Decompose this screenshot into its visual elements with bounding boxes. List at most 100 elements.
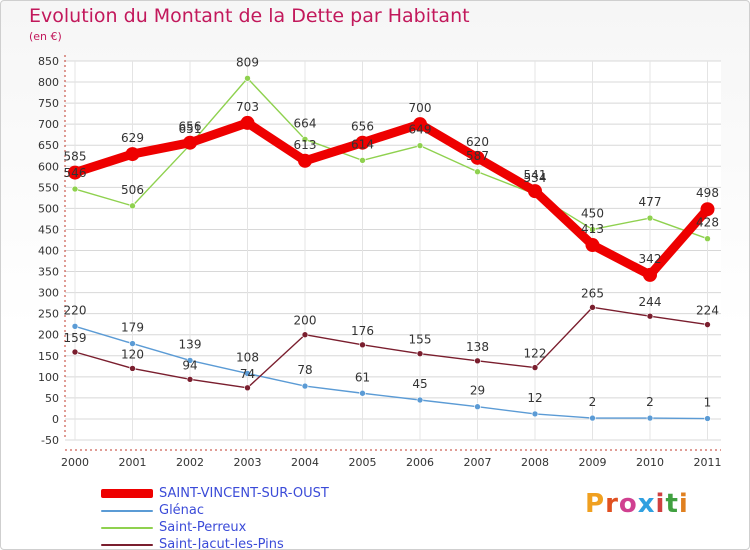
y-tick-label: 550 (38, 181, 59, 194)
data-label: 664 (294, 116, 317, 130)
data-label: 159 (64, 331, 87, 345)
data-label: 428 (696, 216, 719, 230)
y-tick-label: 750 (38, 97, 59, 110)
chart-title: Evolution du Montant de la Dette par Hab… (29, 5, 470, 27)
data-label: 413 (581, 222, 604, 236)
data-point (129, 365, 136, 372)
data-label: 78 (297, 363, 312, 377)
data-label: 2 (589, 395, 597, 409)
data-point (704, 235, 711, 243)
legend-item: Glénac (101, 502, 329, 519)
data-label: 94 (182, 358, 197, 372)
x-tick-label: 2007 (464, 456, 492, 469)
data-label: 29 (470, 384, 485, 398)
x-tick-label: 2005 (349, 456, 377, 469)
legend-item: SAINT-VINCENT-SUR-OUST (101, 485, 329, 502)
data-label: 265 (581, 286, 604, 300)
data-point (125, 147, 140, 162)
series-line-2 (74, 77, 709, 240)
y-tick-label: -50 (41, 434, 59, 447)
data-label: 649 (409, 123, 432, 137)
data-point (416, 350, 424, 357)
y-tick-label: 450 (38, 223, 59, 236)
logo-letter: i (655, 489, 666, 519)
legend-swatch (101, 526, 153, 529)
y-tick-label: 700 (38, 118, 59, 131)
data-label: 200 (294, 314, 317, 328)
data-label: 450 (581, 206, 604, 220)
data-point (301, 331, 309, 339)
data-label: 809 (236, 55, 259, 69)
data-label: 179 (121, 321, 144, 335)
y-tick-label: 250 (38, 308, 59, 321)
data-label: 139 (179, 337, 202, 351)
x-tick-label: 2008 (521, 456, 549, 469)
series-line-3 (74, 306, 709, 389)
x-tick-label: 2001 (119, 456, 147, 469)
legend-label: Glénac (159, 503, 205, 518)
data-label: 155 (409, 333, 432, 347)
y-tick-label: 200 (38, 329, 59, 342)
y-tick-label: 800 (38, 76, 59, 89)
data-point (589, 414, 596, 422)
data-label: 506 (121, 183, 144, 197)
data-point (646, 214, 654, 222)
data-point (474, 403, 481, 411)
logo-letter: x (637, 489, 656, 519)
data-point (129, 202, 136, 210)
chart-subtitle: (en €) (29, 30, 62, 43)
data-label: 651 (179, 122, 202, 136)
data-point (589, 304, 596, 311)
data-point (244, 370, 251, 377)
data-label: 498 (696, 186, 719, 200)
data-point (186, 357, 194, 364)
legend-swatch (101, 543, 153, 546)
data-point (413, 117, 427, 132)
x-tick-label: 2000 (61, 456, 89, 469)
data-label: 342 (639, 252, 662, 266)
data-point (531, 364, 539, 371)
data-point (183, 135, 197, 150)
data-label: 1 (704, 396, 712, 410)
x-tick-label: 2002 (176, 456, 204, 469)
data-label: 703 (236, 100, 259, 114)
data-label: 477 (639, 195, 662, 209)
data-label: 120 (121, 347, 144, 361)
data-label: 138 (466, 340, 489, 354)
legend-swatch (101, 509, 153, 512)
data-point (71, 322, 79, 330)
logo-letter: r (605, 489, 619, 519)
logo-letter: t (665, 489, 679, 519)
data-point (71, 348, 79, 356)
legend-label: Saint-Jacut-les-Pins (159, 537, 284, 550)
data-label: 587 (466, 149, 489, 163)
data-point (129, 340, 136, 347)
y-tick-label: 500 (38, 202, 59, 215)
y-tick-label: 0 (52, 413, 59, 426)
data-point (298, 153, 312, 168)
x-tick-label: 2010 (636, 456, 664, 469)
data-label: 546 (64, 166, 87, 180)
data-label: 534 (524, 171, 547, 185)
data-point (416, 396, 424, 404)
x-tick-label: 2009 (579, 456, 607, 469)
legend-label: Saint-Perreux (159, 520, 247, 535)
data-label: 585 (64, 150, 87, 164)
data-point (528, 184, 542, 199)
logo-letter: P (585, 489, 606, 519)
data-label: 541 (524, 168, 547, 182)
data-point (416, 142, 424, 149)
data-point (646, 414, 654, 422)
data-point (186, 376, 194, 383)
data-point (68, 165, 82, 180)
data-point (359, 157, 366, 164)
data-point (301, 136, 309, 143)
x-tick-label: 2011 (694, 456, 722, 469)
data-point (359, 341, 366, 349)
data-label: 700 (409, 101, 432, 115)
y-tick-label: 850 (38, 55, 59, 68)
data-point (585, 238, 600, 253)
data-point (704, 415, 711, 422)
data-point (71, 185, 79, 193)
